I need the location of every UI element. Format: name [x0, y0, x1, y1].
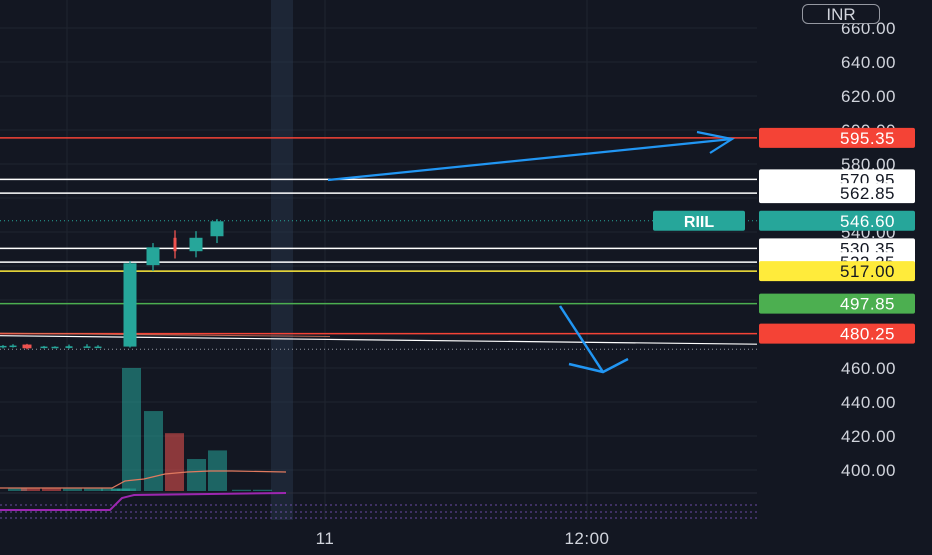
indicator-pane	[0, 492, 757, 519]
y-tick-label: 440.00	[841, 393, 896, 412]
time-axis[interactable]: 11 12:00	[316, 529, 610, 548]
candle-body	[0, 345, 7, 348]
x-tick-label: 11	[316, 529, 335, 548]
volume-bar	[63, 488, 82, 491]
volume-pane	[0, 368, 287, 491]
volume-bar	[8, 488, 27, 491]
candles	[0, 219, 224, 350]
candle-body	[22, 344, 32, 349]
price-label-bg	[759, 127, 915, 148]
crosshair-column	[271, 0, 293, 520]
moving-average-line	[0, 332, 331, 338]
volume-bar	[165, 433, 184, 491]
crosshair-column-band	[271, 0, 293, 520]
symbol-label-text: RIIL	[684, 214, 714, 231]
candle-body	[65, 346, 73, 348]
candle-body	[51, 346, 59, 349]
last-price-label-text: 546.60	[840, 212, 895, 231]
arrow-down-head	[568, 357, 629, 374]
candle-body	[94, 346, 102, 349]
volume-ma-line	[0, 470, 287, 489]
price-label-bg	[759, 261, 915, 282]
symbol-label-bg	[653, 210, 745, 231]
price-label-text: 517.00	[840, 262, 895, 281]
volume-bar	[42, 488, 61, 491]
y-tick-label: 460.00	[841, 359, 896, 378]
last-price-label-bg	[759, 210, 915, 231]
volume-bar	[232, 489, 251, 491]
x-tick-label: 12:00	[564, 529, 609, 548]
price-label-text: 480.25	[840, 325, 895, 344]
price-label-text: 595.35	[840, 129, 895, 148]
price-label-bg	[759, 293, 915, 314]
arrow-up-head	[696, 130, 735, 154]
volume-bar	[84, 488, 103, 491]
candle-body	[173, 237, 177, 252]
y-tick-label: 420.00	[841, 427, 896, 446]
arrow-down-line	[558, 305, 605, 373]
candle-body	[9, 345, 17, 348]
arrow-up-line	[327, 137, 733, 182]
indicator-line	[0, 492, 287, 511]
volume-bar	[21, 488, 40, 491]
candle-body	[210, 221, 224, 237]
volume-bar	[122, 368, 141, 491]
volume-bar	[187, 459, 206, 491]
volume-bar	[144, 411, 163, 491]
candle-body	[146, 247, 160, 266]
price-label-text: 562.85	[840, 184, 895, 203]
candle-body	[40, 346, 48, 349]
y-tick-label: 400.00	[841, 461, 896, 480]
y-tick-label: 620.00	[841, 87, 896, 106]
candle-body	[83, 346, 91, 348]
volume-bar	[101, 488, 120, 491]
price-label-text: 497.85	[840, 295, 895, 314]
volume-bar	[253, 489, 272, 491]
drawings[interactable]	[327, 130, 735, 374]
price-labels: 595.35570.95562.85530.35522.25517.00497.…	[653, 127, 915, 344]
y-tick-label: 580.00	[841, 155, 896, 174]
y-tick-label: 640.00	[841, 53, 896, 72]
candle-body	[189, 237, 203, 252]
price-axis[interactable]: 660.00640.00620.00600.00580.00540.00460.…	[841, 19, 896, 480]
price-label-bg	[759, 183, 915, 204]
currency-button[interactable]: INR	[802, 4, 880, 24]
candle-body	[123, 263, 137, 347]
price-label-bg	[759, 323, 915, 344]
